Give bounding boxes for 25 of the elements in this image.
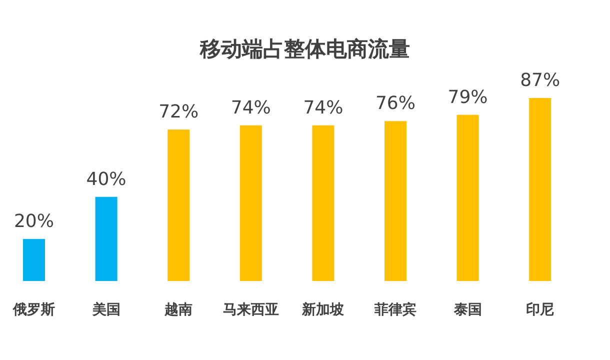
chart-title: 移动端占整体电商流量 — [199, 37, 410, 61]
data-label: 87% — [520, 70, 560, 91]
bar — [384, 121, 406, 281]
data-label: 74% — [303, 97, 344, 118]
bar — [529, 98, 552, 281]
data-label: 72% — [158, 102, 199, 123]
x-tick-label: 俄罗斯 — [12, 302, 55, 318]
bar — [456, 114, 479, 281]
x-tick-label: 泰国 — [452, 302, 482, 318]
bar — [312, 125, 334, 281]
x-tick-label: 菲律宾 — [374, 301, 416, 318]
bar — [168, 130, 190, 281]
data-label: 74% — [230, 97, 271, 118]
bar — [23, 238, 45, 281]
data-label: 40% — [86, 168, 126, 190]
data-label: 79% — [448, 86, 488, 108]
x-tick-label: 马来西亚 — [222, 302, 279, 318]
data-label: 76% — [375, 93, 416, 114]
bar — [240, 125, 262, 281]
bar — [95, 196, 118, 281]
x-tick-label: 美国 — [91, 301, 120, 318]
x-tick-label: 越南 — [164, 302, 193, 318]
data-label: 20% — [14, 210, 54, 232]
x-tick-label: 印尼 — [526, 302, 554, 318]
x-tick-label: 新加坡 — [301, 301, 346, 318]
